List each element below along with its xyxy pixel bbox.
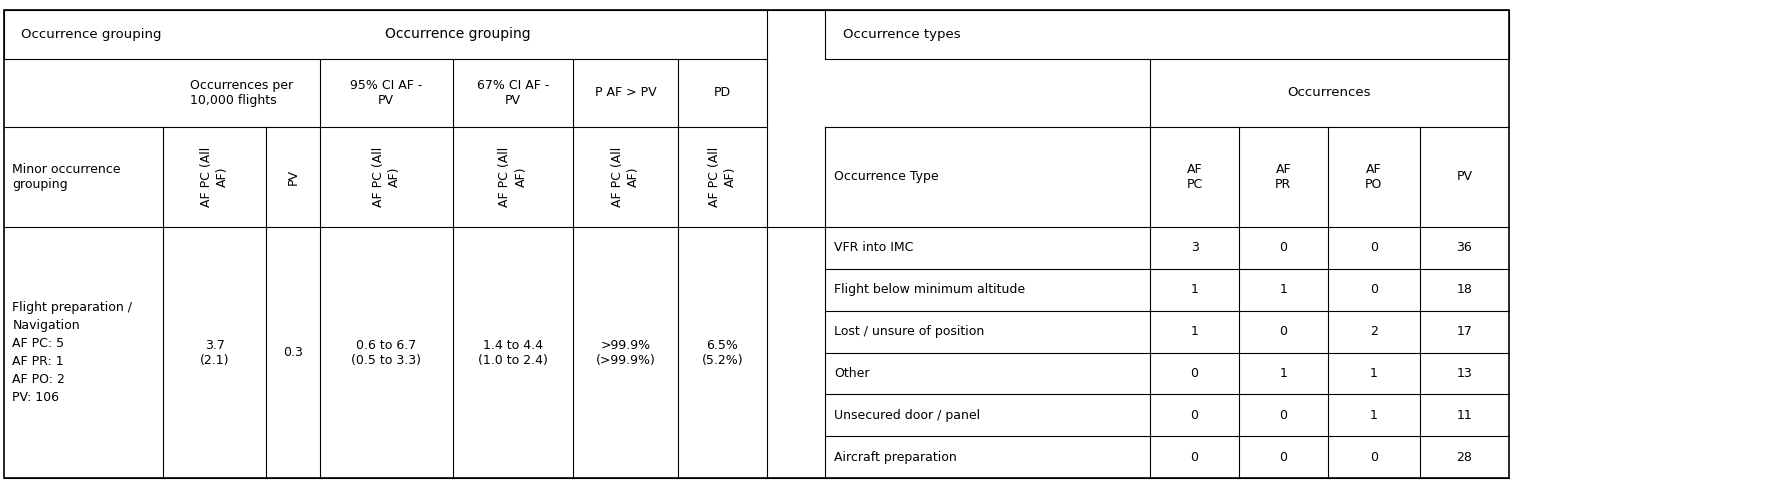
Text: 67% CI AF -
PV: 67% CI AF - PV [477, 79, 548, 107]
Text: Unsecured door / panel: Unsecured door / panel [834, 409, 980, 422]
Text: Aircraft preparation: Aircraft preparation [834, 451, 957, 464]
Text: AF PC (All
AF): AF PC (All AF) [708, 147, 737, 207]
Text: 17: 17 [1457, 325, 1471, 338]
Text: 3: 3 [1191, 242, 1198, 254]
Text: 0: 0 [1280, 451, 1287, 464]
Text: AF PC (All
AF): AF PC (All AF) [611, 147, 641, 207]
Text: 0: 0 [1370, 451, 1377, 464]
Text: PV: PV [286, 169, 300, 185]
Text: 1: 1 [1191, 283, 1198, 296]
Text: 0.6 to 6.7
(0.5 to 3.3): 0.6 to 6.7 (0.5 to 3.3) [351, 339, 421, 366]
Text: 6.5%
(5.2%): 6.5% (5.2%) [701, 339, 744, 366]
Text: 36: 36 [1457, 242, 1471, 254]
Text: 0: 0 [1370, 242, 1377, 254]
Text: P AF > PV: P AF > PV [595, 86, 657, 99]
Text: 3.7
(2.1): 3.7 (2.1) [201, 339, 229, 366]
Text: 13: 13 [1457, 367, 1471, 380]
Text: 95% CI AF -
PV: 95% CI AF - PV [350, 79, 422, 107]
Text: PD: PD [714, 86, 731, 99]
Text: VFR into IMC: VFR into IMC [834, 242, 914, 254]
Text: 1: 1 [1370, 409, 1377, 422]
Text: 0.3: 0.3 [282, 346, 304, 359]
Text: 28: 28 [1457, 451, 1471, 464]
Text: Occurrences per
10,000 flights: Occurrences per 10,000 flights [190, 79, 293, 107]
Text: 0: 0 [1191, 451, 1198, 464]
Text: 11: 11 [1457, 409, 1471, 422]
Text: Minor occurrence
grouping: Minor occurrence grouping [12, 163, 121, 191]
Text: 0: 0 [1280, 242, 1287, 254]
Text: 0: 0 [1191, 409, 1198, 422]
Text: Other: Other [834, 367, 870, 380]
Text: Occurrence grouping: Occurrence grouping [385, 27, 531, 41]
Text: Occurrence Type: Occurrence Type [834, 170, 939, 183]
Text: Flight preparation /
Navigation
AF PC: 5
AF PR: 1
AF PO: 2
PV: 106: Flight preparation / Navigation AF PC: 5… [12, 301, 133, 404]
Text: AF
PC: AF PC [1186, 163, 1203, 191]
Text: 0: 0 [1370, 283, 1377, 296]
Text: 18: 18 [1457, 283, 1471, 296]
Text: Occurrence grouping: Occurrence grouping [21, 28, 162, 41]
Text: 0: 0 [1280, 409, 1287, 422]
Text: Occurrences: Occurrences [1287, 86, 1372, 99]
Text: 0: 0 [1280, 325, 1287, 338]
Text: Flight below minimum altitude: Flight below minimum altitude [834, 283, 1026, 296]
Text: AF PC (All
AF): AF PC (All AF) [371, 147, 401, 207]
Text: AF PC (All
AF): AF PC (All AF) [201, 147, 229, 207]
Text: 0: 0 [1191, 367, 1198, 380]
Text: 1: 1 [1370, 367, 1377, 380]
Text: AF
PO: AF PO [1365, 163, 1383, 191]
Text: >99.9%
(>99.9%): >99.9% (>99.9%) [596, 339, 655, 366]
Text: AF PC (All
AF): AF PC (All AF) [499, 147, 527, 207]
Text: 1.4 to 4.4
(1.0 to 2.4): 1.4 to 4.4 (1.0 to 2.4) [477, 339, 548, 366]
Text: 2: 2 [1370, 325, 1377, 338]
Text: 1: 1 [1191, 325, 1198, 338]
Text: 1: 1 [1280, 367, 1287, 380]
Text: 1: 1 [1280, 283, 1287, 296]
Text: Lost / unsure of position: Lost / unsure of position [834, 325, 985, 338]
Text: Occurrence types: Occurrence types [843, 28, 960, 41]
Text: AF
PR: AF PR [1274, 163, 1292, 191]
Text: PV: PV [1456, 170, 1473, 183]
Bar [4, 10, 1509, 478]
